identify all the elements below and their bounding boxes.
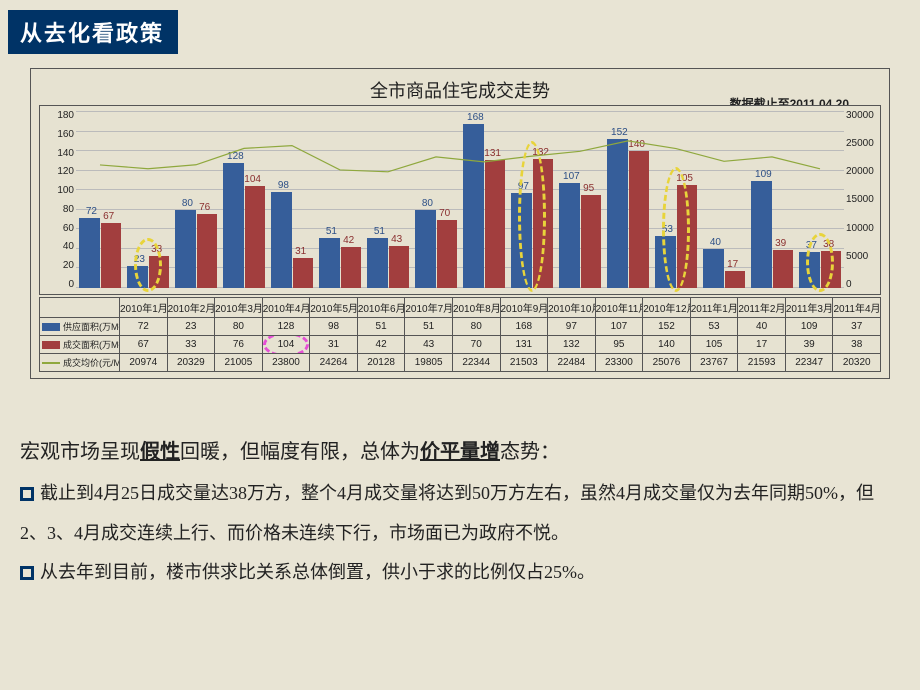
chart-container: 全市商品住宅成交走势 数据截止至2011.04.20 1801601401201…	[30, 68, 890, 379]
chart-data-table: 2010年1月2010年2月2010年3月2010年4月2010年5月2010年…	[39, 297, 881, 372]
analysis-text: 宏观市场呈现假性回暖，但幅度有限，总体为价平量增态势： 截止到4月25日成交量达…	[20, 430, 895, 593]
section-header: 从去化看政策	[8, 10, 178, 54]
chart-plot-area: 1801601401201008060402003000025000200001…	[39, 105, 881, 295]
bullet-icon	[20, 487, 34, 501]
lead-sentence: 宏观市场呈现假性回暖，但幅度有限，总体为价平量增态势：	[20, 430, 895, 474]
section-header-text: 从去化看政策	[20, 21, 164, 46]
bullet-2: 从去年到目前，楼市供求比关系总体倒置，供小于求的比例仅占25%。	[20, 553, 895, 593]
bullet-icon	[20, 566, 34, 580]
bullet-1: 截止到4月25日成交量达38万方，整个4月成交量将达到50万方左右，虽然4月成交…	[20, 474, 895, 553]
